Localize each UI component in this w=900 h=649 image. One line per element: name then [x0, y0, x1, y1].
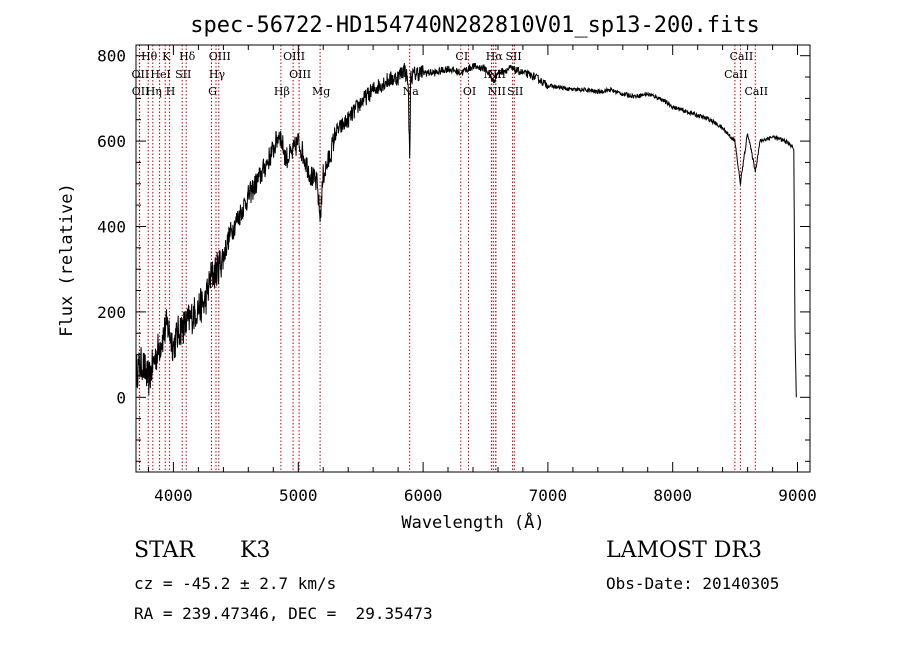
x-tick-label: 9000 — [778, 486, 817, 505]
spectrum-series — [135, 62, 797, 398]
x-tick-label: 5000 — [279, 486, 318, 505]
line-label: Mg — [312, 85, 330, 98]
x-tick-label: 8000 — [653, 486, 692, 505]
object-type: STAR — [134, 538, 195, 563]
y-tick-label: 400 — [97, 218, 126, 237]
line-label: G — [208, 85, 217, 98]
line-label: NII — [483, 68, 501, 81]
y-tick-label: 0 — [116, 388, 126, 407]
line-label: OII — [132, 68, 150, 81]
line-label: OIII — [283, 50, 305, 63]
plot-frame — [135, 44, 811, 473]
line-label: OIII — [289, 68, 311, 81]
y-tick-label: 200 — [97, 303, 126, 322]
line-label: H — [166, 85, 176, 98]
line-label: CaII — [744, 85, 768, 98]
obs-date: Obs-Date: 20140305 — [606, 574, 780, 593]
y-tick-label: 600 — [97, 132, 126, 151]
line-label: NII — [488, 85, 506, 98]
line-label: Hδ — [179, 50, 196, 63]
y-tick-label: 800 — [97, 47, 126, 66]
coordinates: RA = 239.47346, DEC = 29.35473 — [134, 604, 433, 623]
spectrum-chart: spec-56722-HD154740N282810V01_sp13-200.f… — [57, 13, 817, 533]
survey-name: LAMOST DR3 — [606, 538, 762, 563]
emission-line-markers — [138, 45, 756, 472]
line-label: Hθ — [141, 50, 158, 63]
line-label: OI — [463, 85, 476, 98]
x-tick-label: 6000 — [404, 486, 443, 505]
y-axis: 0 200 400 600 800 — [97, 47, 810, 462]
line-label: HeI — [150, 68, 170, 81]
line-label: CI — [455, 50, 468, 63]
x-axis: 4000 5000 6000 7000 8000 9000 — [148, 45, 817, 505]
line-label: SII — [505, 50, 521, 63]
y-axis-label: Flux (relative) — [57, 183, 77, 337]
line-label: Hα — [486, 50, 504, 63]
line-label: Hη — [146, 85, 162, 98]
line-label: Hβ — [274, 85, 290, 98]
x-tick-label: 4000 — [154, 486, 193, 505]
redshift-value: cz = -45.2 ± 2.7 km/s — [134, 574, 337, 593]
line-label: SII — [175, 68, 191, 81]
series-spectrum — [135, 62, 797, 398]
object-subclass: K3 — [240, 538, 271, 563]
line-label: Hγ — [209, 68, 226, 81]
chart-title: spec-56722-HD154740N282810V01_sp13-200.f… — [190, 13, 760, 38]
line-label: K — [162, 50, 171, 63]
line-label: CaII — [730, 50, 754, 63]
x-tick-label: 7000 — [529, 486, 568, 505]
line-label: OIII — [209, 50, 231, 63]
x-axis-label: Wavelength (Å) — [401, 511, 544, 533]
line-label: SII — [507, 85, 523, 98]
line-label: CaII — [724, 68, 748, 81]
